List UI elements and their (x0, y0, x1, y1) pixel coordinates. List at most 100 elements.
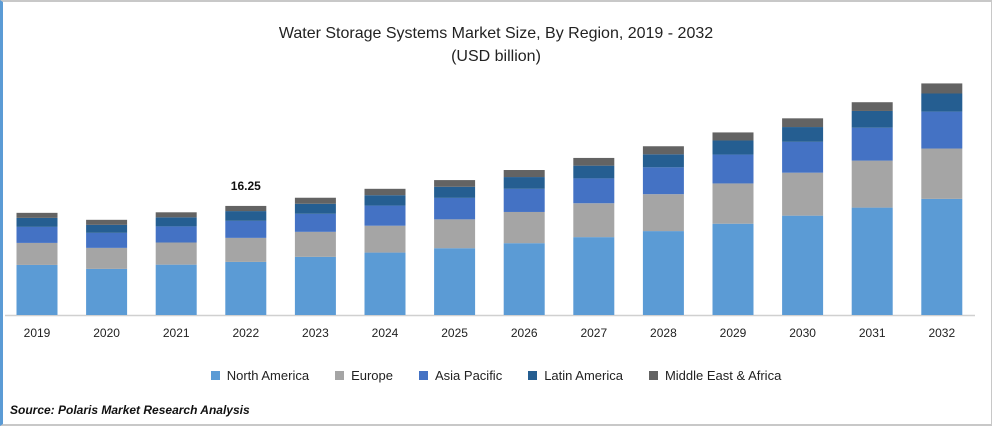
bar-segment-2032-middle-east-africa (921, 83, 963, 94)
bar-segment-2030-middle-east-africa (782, 118, 824, 128)
bar-segment-2028-north-america (642, 231, 684, 315)
bar-segment-2020-europe (86, 247, 128, 269)
x-tick-label: 2026 (511, 326, 538, 340)
bar-segment-2021-asia-pacific (155, 226, 197, 243)
bar-segment-2021-latin-america (155, 217, 197, 227)
bar-segment-2027-latin-america (573, 165, 615, 179)
bar-segment-2024-middle-east-africa (364, 188, 406, 196)
bar-segment-2026-north-america (503, 243, 545, 315)
x-tick-label: 2022 (232, 326, 259, 340)
bar-segment-2021-north-america (155, 264, 197, 315)
bar-segment-2023-north-america (294, 256, 336, 315)
bar-segment-2026-middle-east-africa (503, 170, 545, 178)
bar-segment-2025-asia-pacific (434, 197, 476, 220)
x-tick-label: 2019 (24, 326, 51, 340)
bar-segment-2023-europe (294, 231, 336, 257)
bar-segment-2019-latin-america (16, 217, 58, 227)
bar-segment-2032-europe (921, 148, 963, 199)
bar-segment-2027-asia-pacific (573, 178, 615, 204)
bar-segment-2027-north-america (573, 237, 615, 315)
legend-swatch (648, 371, 658, 380)
x-tick-label: 2029 (720, 326, 747, 340)
bar-segment-2022-middle-east-africa (225, 205, 267, 212)
bar-segment-2020-north-america (86, 268, 128, 315)
x-tick-label: 2023 (302, 326, 329, 340)
bar-segment-2031-north-america (851, 207, 893, 315)
bar-segment-2031-middle-east-africa (851, 102, 893, 111)
x-tick-label: 2028 (650, 326, 677, 340)
bar-segment-2029-middle-east-africa (712, 132, 754, 141)
bar-segment-2027-europe (573, 203, 615, 238)
bar-segment-2027-middle-east-africa (573, 157, 615, 166)
x-tick-label: 2032 (928, 326, 955, 340)
legend-swatch (528, 371, 538, 380)
source-note: Source: Polaris Market Research Analysis (10, 403, 250, 417)
bar-segment-2024-europe (364, 225, 406, 253)
bar-segment-2020-latin-america (86, 224, 128, 233)
legend-label: Europe (351, 368, 393, 383)
chart-subtitle: (USD billion) (451, 48, 541, 65)
chart-title: Water Storage Systems Market Size, By Re… (278, 25, 714, 42)
bar-segment-2019-middle-east-africa (16, 212, 58, 218)
legend-item: Asia Pacific (419, 368, 502, 383)
bar-segment-2020-asia-pacific (86, 232, 128, 248)
bar-segment-2030-asia-pacific (782, 141, 824, 173)
x-tick-label: 2020 (93, 326, 120, 340)
bar-segment-2025-north-america (434, 248, 476, 315)
bar-segment-2019-europe (16, 242, 58, 265)
bar-segment-2031-asia-pacific (851, 127, 893, 161)
bar-segment-2029-north-america (712, 223, 754, 315)
bar-segment-2030-latin-america (782, 127, 824, 142)
legend-swatch (210, 371, 220, 380)
bar-segment-2026-latin-america (503, 177, 545, 189)
bar-segment-2032-asia-pacific (921, 111, 963, 149)
bar-segment-2025-europe (434, 219, 476, 249)
legend-item: Latin America (528, 368, 623, 383)
bar-segment-2023-asia-pacific (294, 213, 336, 232)
bar-segment-2022-north-america (225, 261, 267, 315)
x-tick-label: 2030 (789, 326, 816, 340)
bar-segment-2021-middle-east-africa (155, 212, 197, 218)
bar-segment-2025-latin-america (434, 186, 476, 198)
bar-segment-2028-middle-east-africa (642, 146, 684, 155)
bar-segment-2031-europe (851, 160, 893, 208)
bar-segment-2029-europe (712, 183, 754, 224)
bar-segment-2030-north-america (782, 215, 824, 315)
bar-segment-2029-asia-pacific (712, 154, 754, 184)
bar-segment-2028-asia-pacific (642, 167, 684, 195)
legend-label: North America (226, 368, 310, 383)
bar-segment-2024-asia-pacific (364, 205, 406, 226)
legend-label: Latin America (544, 368, 623, 383)
x-tick-label: 2027 (580, 326, 607, 340)
legend-label: Middle East & Africa (664, 368, 782, 383)
bar-segment-2030-europe (782, 172, 824, 216)
bar-segment-2028-europe (642, 194, 684, 232)
legend-swatch (335, 371, 345, 380)
legend-swatch (419, 371, 428, 380)
bar-segment-2024-north-america (364, 252, 406, 315)
bar-segment-2024-latin-america (364, 195, 406, 206)
bar-segment-2022-latin-america (225, 211, 267, 221)
legend: North America Europe Asia Pacific Latin Ame… (0, 368, 992, 383)
legend-item: North America (210, 368, 310, 383)
bar-segment-2022-europe (225, 237, 267, 262)
x-tick-label: 2031 (859, 326, 886, 340)
bar-segment-2022-asia-pacific (225, 220, 267, 238)
x-tick-label: 2025 (441, 326, 468, 340)
bar-segment-2019-asia-pacific (16, 226, 58, 243)
bar-segment-2029-latin-america (712, 140, 754, 155)
x-tick-label: 2024 (372, 326, 399, 340)
bar-segment-2019-north-america (16, 264, 58, 315)
bar-segment-2028-latin-america (642, 154, 684, 168)
data-label: 16.25 (231, 179, 261, 193)
bar-segment-2023-latin-america (294, 203, 336, 214)
legend-item: Middle East & Africa (648, 368, 782, 383)
bar-segment-2025-middle-east-africa (434, 180, 476, 187)
bar-segment-2032-latin-america (921, 93, 963, 112)
bar-segment-2026-asia-pacific (503, 188, 545, 212)
x-tick-label: 2021 (163, 326, 190, 340)
bar-segment-2026-europe (503, 211, 545, 244)
bar-segment-2032-north-america (921, 198, 963, 315)
bar-segment-2020-middle-east-africa (86, 219, 128, 225)
